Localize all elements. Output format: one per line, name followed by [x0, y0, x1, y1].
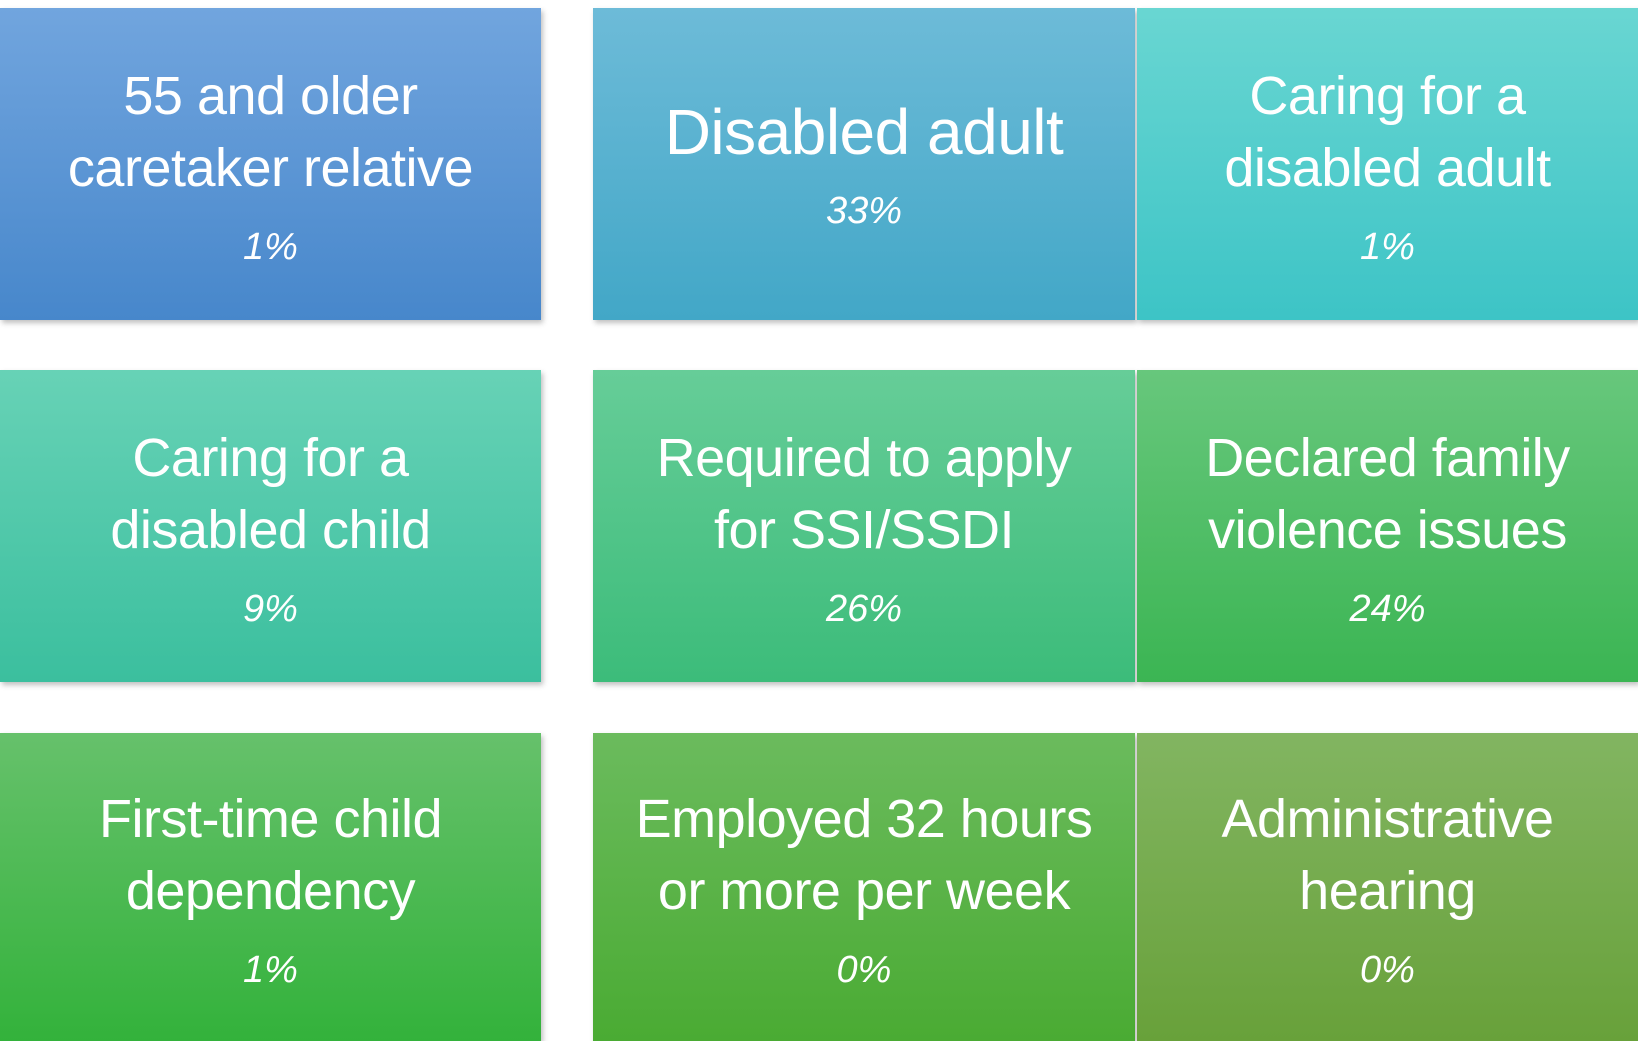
tile-percent: 0%	[836, 948, 892, 991]
label-line: disabled child	[110, 499, 431, 560]
tile: Disabled adult 33%	[593, 8, 1135, 320]
tile-percent: 9%	[243, 587, 298, 630]
label-line: Disabled adult	[664, 95, 1064, 168]
tile-label: Employed 32 hours or more per week	[636, 783, 1093, 927]
label-line: dependency	[125, 860, 416, 921]
label-line: or more per week	[657, 860, 1071, 921]
tile-percent: 33%	[825, 189, 903, 232]
label-line: for SSI/SSDI	[713, 499, 1015, 560]
tile-label: Declared family violence issues	[1205, 422, 1570, 566]
tile: Caring for a disabled child 9%	[0, 370, 541, 682]
tile-label: Disabled adult	[665, 96, 1064, 168]
tile: Administrative hearing 0%	[1137, 733, 1638, 1041]
tile-label: Administrative hearing	[1221, 783, 1554, 927]
tile: Declared family violence issues 24%	[1137, 370, 1638, 682]
tile-percent: 0%	[1360, 948, 1415, 991]
tile: First-time child dependency 1%	[0, 733, 541, 1041]
tile-percent: 26%	[825, 587, 903, 630]
label-line: disabled adult	[1224, 137, 1551, 198]
label-line: hearing	[1299, 860, 1476, 921]
tile: Caring for a disabled adult 1%	[1137, 8, 1638, 320]
label-line: Employed 32 hours	[635, 788, 1093, 849]
tile-label: First-time child dependency	[98, 783, 443, 927]
tile-percent: 1%	[243, 225, 298, 268]
label-line: Declared family	[1205, 427, 1570, 488]
tile: Employed 32 hours or more per week 0%	[593, 733, 1135, 1041]
label-line: Caring for a	[132, 427, 409, 488]
tile: 55 and older caretaker relative 1%	[0, 8, 541, 320]
tile-percent: 1%	[1360, 225, 1415, 268]
tile-label: 55 and older caretaker relative	[67, 60, 474, 204]
label-line: Required to apply	[656, 427, 1072, 488]
tile-label: Required to apply for SSI/SSDI	[657, 422, 1072, 566]
tile-label: Caring for a disabled adult	[1224, 60, 1551, 204]
tile-percent: 24%	[1349, 587, 1426, 630]
tile-percent: 1%	[243, 948, 298, 991]
label-line: 55 and older	[123, 65, 418, 126]
tile-label: Caring for a disabled child	[110, 422, 431, 566]
label-line: violence issues	[1208, 499, 1567, 560]
tile: Required to apply for SSI/SSDI 26%	[593, 370, 1135, 682]
label-line: caretaker relative	[67, 137, 474, 198]
label-line: Caring for a	[1249, 65, 1526, 126]
label-line: First-time child	[98, 788, 443, 849]
label-line: Administrative	[1221, 788, 1554, 849]
